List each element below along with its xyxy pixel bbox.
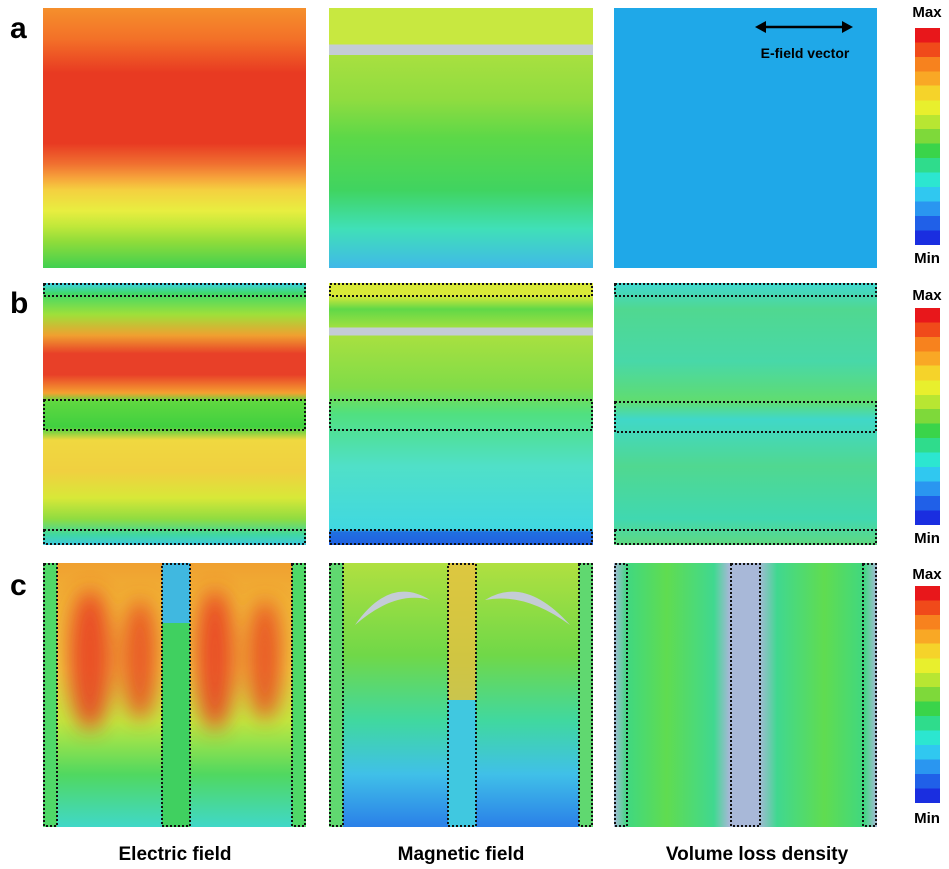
field-panel bbox=[43, 283, 306, 545]
colorbar-min: Min bbox=[914, 810, 940, 827]
colorbar bbox=[915, 586, 940, 803]
colorbar bbox=[915, 28, 940, 245]
field-panel bbox=[614, 283, 877, 545]
field-panel bbox=[614, 8, 877, 268]
column-label: Electric field bbox=[119, 844, 232, 865]
field-panel bbox=[329, 563, 593, 827]
colorbar bbox=[915, 308, 940, 525]
region-box bbox=[43, 563, 877, 827]
colorbar-max: Max bbox=[912, 566, 942, 583]
field-panel bbox=[329, 8, 593, 268]
colorbar-min: Min bbox=[914, 530, 940, 547]
annotation: E-field vector bbox=[761, 45, 850, 61]
field-panel bbox=[43, 563, 306, 827]
row-label: b bbox=[10, 287, 28, 320]
region-box bbox=[43, 283, 877, 545]
field-panel bbox=[329, 283, 593, 545]
colorbar-min: Min bbox=[914, 250, 940, 267]
e-field-arrow bbox=[755, 21, 853, 33]
field-panel bbox=[43, 8, 306, 268]
row-label: a bbox=[10, 12, 27, 45]
colorbar-max: Max bbox=[912, 4, 942, 21]
column-label: Magnetic field bbox=[398, 844, 525, 865]
column-label: Volume loss density bbox=[666, 844, 849, 865]
row-label: c bbox=[10, 569, 27, 602]
field-panel bbox=[614, 563, 877, 827]
colorbar-max: Max bbox=[912, 287, 942, 304]
